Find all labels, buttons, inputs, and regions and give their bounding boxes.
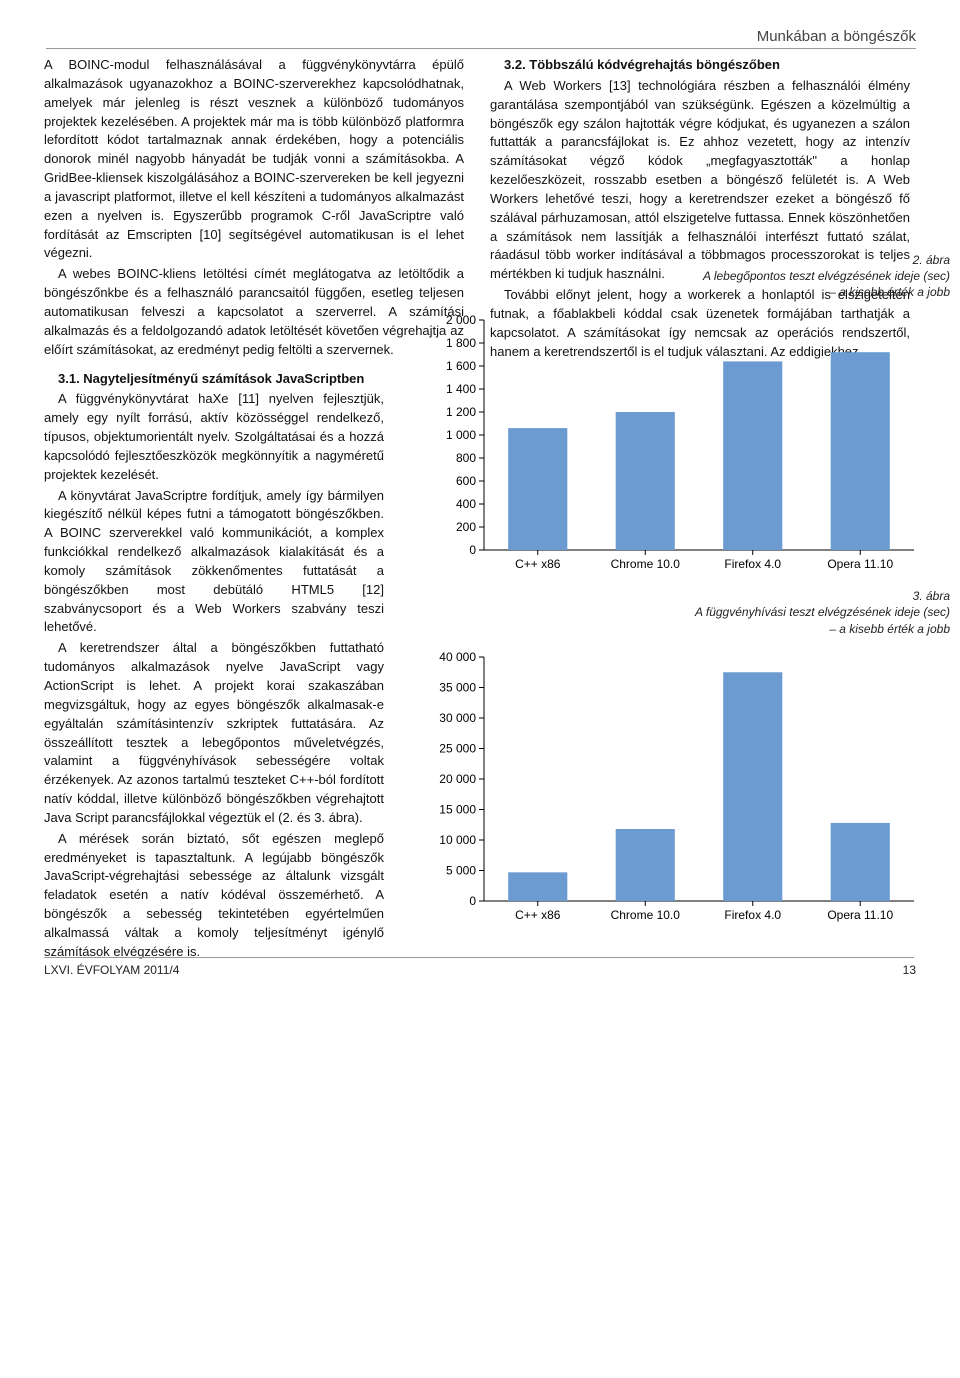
paragraph: A webes BOINC-kliens letöltési címét meg… xyxy=(44,265,464,359)
svg-text:1 000: 1 000 xyxy=(446,428,476,442)
svg-text:20 000: 20 000 xyxy=(439,772,476,786)
svg-text:0: 0 xyxy=(469,894,476,908)
figure-caption-line: – a kisebb érték a jobb xyxy=(829,285,950,299)
svg-text:30 000: 30 000 xyxy=(439,711,476,725)
svg-text:5 000: 5 000 xyxy=(446,863,476,877)
narrow-text-block: A függvénykönyvtárat haXe [11] nyelven f… xyxy=(44,390,384,961)
bar xyxy=(723,672,782,901)
svg-text:Firefox 4.0: Firefox 4.0 xyxy=(724,908,781,922)
header-bar: Munkában a böngészők xyxy=(44,28,916,46)
subsection-heading: 3.1. Nagyteljesítményű számítások JavaSc… xyxy=(58,370,464,389)
svg-text:400: 400 xyxy=(456,497,476,511)
figure-number: 3. ábra xyxy=(913,589,950,603)
paragraph: A Web Workers [13] technológiára részben… xyxy=(490,77,910,284)
svg-text:Chrome 10.0: Chrome 10.0 xyxy=(611,557,681,571)
footer-issue: LXVI. ÉVFOLYAM 2011/4 xyxy=(44,963,179,977)
bar xyxy=(723,362,782,551)
figure-caption-line: A lebegőpontos teszt elvégzésének ideje … xyxy=(703,269,950,283)
svg-text:35 000: 35 000 xyxy=(439,680,476,694)
paragraph: A könyvtárat JavaScriptre fordítjuk, ame… xyxy=(44,487,384,638)
svg-text:800: 800 xyxy=(456,451,476,465)
svg-text:C++ x86: C++ x86 xyxy=(515,908,561,922)
svg-text:25 000: 25 000 xyxy=(439,741,476,755)
svg-text:1 400: 1 400 xyxy=(446,382,476,396)
paragraph: A függvénykönyvtárat haXe [11] nyelven f… xyxy=(44,390,384,484)
svg-text:10 000: 10 000 xyxy=(439,833,476,847)
svg-text:Opera 11.10: Opera 11.10 xyxy=(827,908,893,922)
left-column: A BOINC-modul felhasználásával a függvén… xyxy=(44,56,464,964)
svg-text:Opera 11.10: Opera 11.10 xyxy=(827,557,893,571)
page-footer: LXVI. ÉVFOLYAM 2011/4 13 xyxy=(44,957,916,981)
svg-text:600: 600 xyxy=(456,474,476,488)
svg-text:Firefox 4.0: Firefox 4.0 xyxy=(724,557,781,571)
svg-text:Chrome 10.0: Chrome 10.0 xyxy=(611,908,681,922)
bar xyxy=(831,823,890,901)
figure-caption-line: – a kisebb érték a jobb xyxy=(829,622,950,636)
svg-text:2 000: 2 000 xyxy=(446,314,476,327)
svg-text:C++ x86: C++ x86 xyxy=(515,557,561,571)
paragraph: A keretrendszer által a böngészőkben fut… xyxy=(44,639,384,827)
svg-text:1 200: 1 200 xyxy=(446,405,476,419)
svg-text:0: 0 xyxy=(469,543,476,557)
bar xyxy=(831,352,890,550)
svg-text:15 000: 15 000 xyxy=(439,802,476,816)
svg-text:1 800: 1 800 xyxy=(446,336,476,350)
bar xyxy=(508,872,567,901)
svg-text:40 000: 40 000 xyxy=(439,651,476,664)
svg-text:1 600: 1 600 xyxy=(446,359,476,373)
svg-text:200: 200 xyxy=(456,520,476,534)
section-title: Munkában a böngészők xyxy=(757,28,916,45)
footer-page-number: 13 xyxy=(903,963,916,977)
paragraph: A BOINC-modul felhasználásával a függvén… xyxy=(44,56,464,263)
bar xyxy=(616,412,675,550)
subsection-heading: 3.2. Többszálú kódvégrehajtás böngészőbe… xyxy=(504,56,910,75)
bar xyxy=(508,428,567,550)
figure-caption-line: A függvényhívási teszt elvégzésének idej… xyxy=(695,605,950,619)
paragraph: A mérések során biztató, sőt egészen meg… xyxy=(44,830,384,962)
figure-number: 2. ábra xyxy=(913,253,950,267)
page: Munkában a böngészők A BOINC-modul felha… xyxy=(0,0,960,999)
bar xyxy=(616,829,675,901)
